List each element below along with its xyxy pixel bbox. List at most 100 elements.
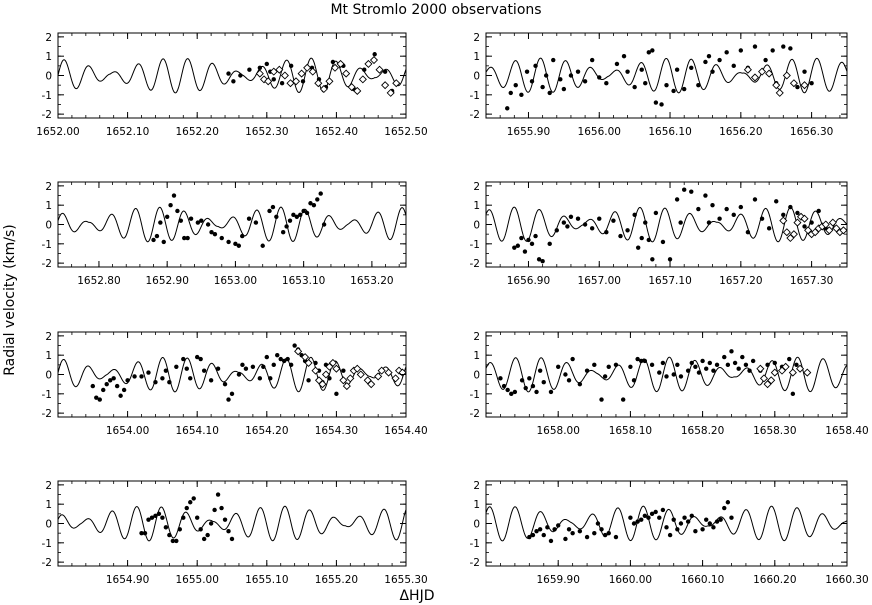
data-point-dot: [639, 67, 644, 72]
data-point-dot: [653, 509, 658, 515]
data-point-dot: [501, 383, 507, 389]
data-point-diamond: [789, 230, 798, 239]
data-point-dot: [146, 517, 151, 522]
data-point-dot: [809, 81, 814, 86]
panel-3: 1656.90 1657.00 1657.10 1657.20 1657.30 -2 -1 0…: [470, 181, 848, 287]
data-point-dot: [706, 53, 712, 59]
data-point-dot: [710, 202, 715, 208]
data-point-dot: [565, 224, 570, 229]
data-point-dot: [765, 362, 770, 368]
data-point-dot: [772, 360, 777, 366]
data-point-dot: [178, 218, 184, 223]
data-point-diamond: [781, 362, 790, 371]
data-point-dot: [268, 376, 273, 381]
data-point-dot: [787, 356, 792, 362]
data-point-dot: [675, 527, 680, 532]
data-point-dot: [745, 230, 751, 235]
data-point-dot: [153, 513, 158, 518]
data-point-dot: [809, 220, 814, 225]
data-point-dot: [208, 521, 214, 526]
data-point-dot: [222, 517, 228, 522]
y-tick-label: -2: [42, 109, 52, 121]
data-point-dot: [246, 216, 252, 221]
data-point-dot: [766, 226, 772, 231]
data-point-diamond: [777, 366, 787, 375]
data-point-dot: [526, 237, 531, 243]
data-point-dot: [545, 525, 550, 530]
data-point-dot: [524, 69, 530, 74]
data-point-diamond: [364, 59, 373, 68]
data-point-diamond: [374, 372, 383, 381]
y-tick-label: 1: [45, 350, 52, 362]
data-point-diamond: [788, 368, 797, 377]
data-point-diamond: [367, 380, 376, 389]
data-point-dot: [685, 519, 691, 524]
data-point-dot: [104, 381, 109, 387]
data-point-dot: [215, 366, 221, 371]
data-point-dot: [94, 395, 99, 400]
x-tick-label: 1655.00: [175, 574, 218, 586]
data-point-dot: [250, 364, 256, 369]
data-point-dot: [575, 69, 581, 74]
data-point-dot: [270, 204, 276, 210]
data-point-dot: [171, 193, 177, 198]
data-point-diamond: [772, 81, 781, 90]
data-point-diamond: [743, 65, 752, 74]
data-point-dot: [570, 530, 575, 536]
data-point-dot: [561, 220, 567, 225]
data-point-dot: [595, 521, 601, 526]
y-tick-label: -1: [42, 538, 52, 550]
data-point-dot: [703, 193, 708, 198]
y-tick-label: 0: [473, 71, 480, 83]
data-point-dot: [736, 366, 741, 371]
data-point-diamond: [756, 364, 765, 373]
data-point-dot: [534, 389, 539, 395]
data-point-dot: [625, 69, 630, 74]
data-point-dot: [536, 257, 542, 262]
data-point-dot: [625, 228, 630, 233]
data-point-dot: [284, 224, 289, 229]
data-point-dot: [505, 106, 510, 111]
data-point-dot: [548, 389, 554, 395]
data-point-diamond: [347, 83, 356, 92]
data-point-diamond: [358, 75, 367, 84]
data-point-dot: [97, 397, 102, 402]
data-point-dot: [160, 376, 165, 381]
data-point-dot: [139, 530, 144, 536]
data-point-dot: [729, 349, 734, 354]
data-point-diamond: [381, 81, 390, 90]
x-tick-label: 1659.90: [536, 574, 579, 586]
data-point-dot: [294, 214, 300, 219]
y-tick-label: -2: [470, 109, 480, 121]
data-point-dot: [628, 364, 633, 369]
data-point-diamond: [369, 56, 379, 65]
y-tick-label: 2: [45, 331, 52, 343]
x-tick-label: 1658.20: [681, 425, 724, 437]
x-tick-label: 1655.30: [384, 574, 427, 586]
data-point-dot: [522, 249, 528, 254]
data-point-diamond: [775, 88, 784, 97]
data-point-dot: [212, 231, 218, 237]
y-tick-label: 2: [473, 32, 480, 44]
data-point-dot: [185, 235, 190, 241]
data-point-dot: [628, 515, 633, 520]
data-point-dot: [606, 364, 611, 369]
x-tick-label: 1657.00: [578, 275, 621, 287]
model-curve: [58, 206, 406, 243]
data-point-dot: [541, 380, 546, 385]
data-point-dot: [533, 233, 538, 239]
data-point-dot: [519, 92, 524, 98]
data-point-dot: [146, 370, 151, 375]
data-point-dot: [240, 233, 245, 239]
x-tick-label: 1652.20: [175, 126, 218, 138]
data-point-diamond: [294, 347, 303, 356]
data-point-dot: [589, 57, 595, 63]
data-point-dot: [667, 257, 673, 262]
data-point-dot: [664, 374, 669, 379]
data-point-dot: [198, 527, 203, 532]
data-point-dot: [693, 364, 698, 369]
data-point-dot: [790, 391, 796, 397]
data-point-diamond: [353, 364, 362, 373]
data-point-dot: [671, 88, 676, 94]
data-point-dot: [101, 387, 106, 393]
